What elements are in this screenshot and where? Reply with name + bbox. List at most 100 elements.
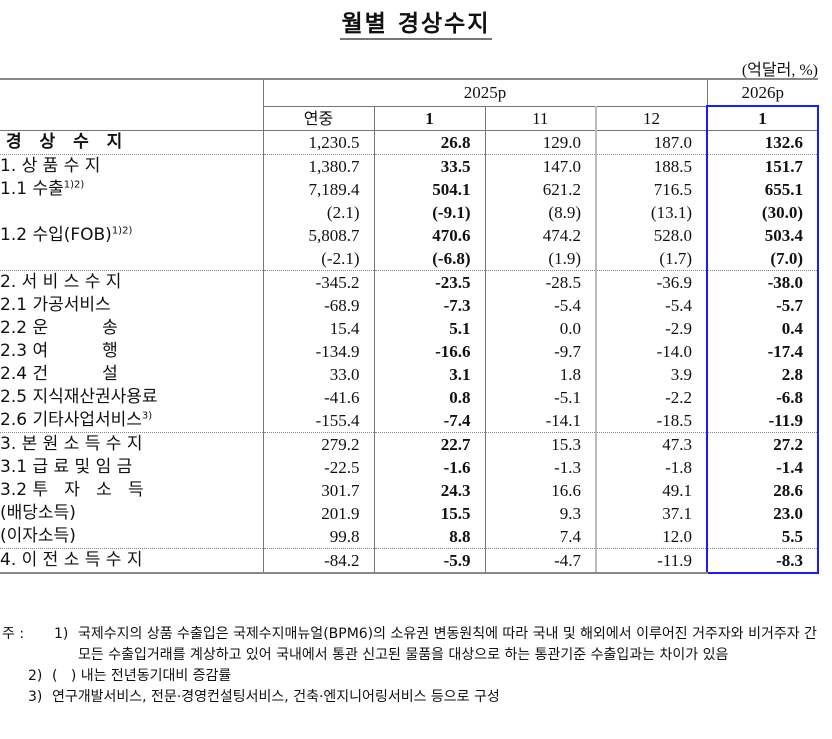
cell-annual-2025: 1,230.5 (262, 130, 374, 155)
cell-dec-2025: 47.3 (595, 432, 707, 456)
row-label: (배당소득) (0, 503, 76, 523)
cell-dec-2025: -14.0 (595, 340, 707, 363)
header-month-1-2025: 1 (373, 106, 485, 131)
cell-annual-2025: -68.9 (262, 294, 374, 317)
unit-label: (억달러, %) (741, 62, 818, 79)
cell-jan-2025: 470.6 (373, 224, 485, 247)
cell-jan-2025: (-9.1) (373, 201, 485, 224)
cell-nov-2025: 621.2 (484, 178, 596, 201)
cell-nov-2025: -5.4 (484, 294, 596, 317)
cell-dec-2025: -5.4 (595, 294, 707, 317)
table-row: 2. 서 비 스 수 지 -345.2 -23.5 -28.5 -36.9 -38.0 (0, 270, 819, 294)
cell-nov-2025: -28.5 (484, 270, 596, 294)
cell-jan-2025: 504.1 (373, 178, 485, 201)
cell-annual-2025: -155.4 (262, 409, 374, 433)
page-title: 월별 경상수지 (0, 4, 832, 40)
table-row: 2.6 기타사업서비스3) -155.4 -7.4 -14.1 -18.5 -11.9 (0, 409, 819, 433)
header-year-2026: 2026p (706, 78, 818, 106)
cell-jan-2025: (-6.8) (373, 247, 485, 271)
cell-jan-2025: -7.4 (373, 409, 485, 433)
cell-dec-2025: 37.1 (595, 502, 707, 525)
cell-jan-2026: -5.7 (706, 294, 819, 317)
footnote-prefix: 주 : (2, 626, 25, 642)
cell-dec-2025: (1.7) (595, 247, 707, 271)
cell-dec-2025: -1.8 (595, 456, 707, 479)
header-month-12: 12 (595, 106, 707, 131)
cell-annual-2025: 15.4 (262, 317, 374, 340)
cell-jan-2026: -11.9 (706, 409, 819, 433)
table-row: 2.5 지식재산권사용료 -41.6 0.8 -5.1 -2.2 -6.8 (0, 386, 819, 409)
cell-jan-2026: 151.7 (706, 154, 819, 178)
cell-jan-2025: 3.1 (373, 363, 485, 386)
cell-annual-2025: -41.6 (262, 386, 374, 409)
row-label (0, 247, 263, 271)
cell-annual-2025: -22.5 (262, 456, 374, 479)
row-label: 경 상 수 지 (0, 130, 263, 155)
cell-jan-2025: 0.8 (373, 386, 485, 409)
cell-dec-2025: 12.0 (595, 525, 707, 549)
cell-annual-2025: 279.2 (262, 432, 374, 456)
cell-jan-2026: 27.2 (706, 432, 819, 456)
table-row: (배당소득) 201.9 15.5 9.3 37.1 23.0 (0, 502, 819, 525)
footnote-ref: 1)2) (111, 225, 133, 237)
cell-annual-2025: 5,808.7 (262, 224, 374, 247)
cell-dec-2025: 187.0 (595, 130, 707, 155)
cell-dec-2025: 716.5 (595, 178, 707, 201)
row-label: 1. 상 품 수 지 (0, 154, 263, 178)
row-label: 3.1 급 료 및 임 금 (0, 457, 133, 477)
cell-jan-2025: -1.6 (373, 456, 485, 479)
cell-dec-2025: 528.0 (595, 224, 707, 247)
cell-dec-2025: 49.1 (595, 479, 707, 502)
cell-nov-2025: 15.3 (484, 432, 596, 456)
row-label: 1.1 수출1)2) (0, 179, 85, 199)
footnote-2: 2) ( ) 내는 전년동기대비 증감률 (28, 668, 232, 684)
row-label: 4. 이 전 소 득 수 지 (0, 548, 263, 574)
cell-nov-2025: 0.0 (484, 317, 596, 340)
row-label: 1.2 수입(FOB)1)2) (0, 225, 133, 245)
footnote-1: 주 : 1) 국제수지의 상품 수출입은 국제수지매뉴얼(BPM6)의 소유권 … (2, 624, 832, 666)
cell-jan-2026: 0.4 (706, 317, 819, 340)
row-label: 2.6 기타사업서비스3) (0, 410, 153, 430)
cell-annual-2025: (-2.1) (262, 247, 374, 271)
cell-nov-2025: (1.9) (484, 247, 596, 271)
header-row-years: 2025p 2026p (0, 78, 818, 131)
cell-nov-2025: 147.0 (484, 154, 596, 178)
cell-jan-2025: -7.3 (373, 294, 485, 317)
row-label: 3. 본 원 소 득 수 지 (0, 432, 263, 456)
cell-jan-2026: -8.3 (706, 548, 819, 574)
cell-annual-2025: (2.1) (262, 201, 374, 224)
cell-jan-2025: 15.5 (373, 502, 485, 525)
cell-nov-2025: -14.1 (484, 409, 596, 433)
cell-annual-2025: -345.2 (262, 270, 374, 294)
cell-jan-2026: 5.5 (706, 525, 819, 549)
header-month-11: 11 (484, 106, 596, 131)
table-row: (이자소득) 99.8 8.8 7.4 12.0 5.5 (0, 525, 819, 549)
row-label (0, 201, 263, 224)
header-year-2025: 2025p (262, 78, 707, 107)
row-label: 2.4 건 설 (0, 364, 118, 384)
row-label: 2. 서 비 스 수 지 (0, 270, 263, 294)
cell-jan-2025: -23.5 (373, 270, 485, 294)
cell-nov-2025: -9.7 (484, 340, 596, 363)
table-row: (-2.1) (-6.8) (1.9) (1.7) (7.0) (0, 247, 819, 271)
cell-annual-2025: 7,189.4 (262, 178, 374, 201)
cell-dec-2025: 188.5 (595, 154, 707, 178)
table-row: 1.1 수출1)2) 7,189.4 504.1 621.2 716.5 655.1 (0, 178, 819, 201)
cell-annual-2025: 99.8 (262, 525, 374, 549)
cell-jan-2026: 28.6 (706, 479, 819, 502)
cell-annual-2025: 201.9 (262, 502, 374, 525)
cell-dec-2025: -36.9 (595, 270, 707, 294)
table-row: 3.2 투 자 소 득 301.7 24.3 16.6 49.1 28.6 (0, 479, 819, 502)
cell-nov-2025: 1.8 (484, 363, 596, 386)
table-row: 2.1 가공서비스 -68.9 -7.3 -5.4 -5.4 -5.7 (0, 294, 819, 317)
cell-dec-2025: 3.9 (595, 363, 707, 386)
cell-jan-2026: 132.6 (706, 130, 819, 155)
footnote-ref: 1)2) (63, 179, 85, 191)
table-row: 2.4 건 설 33.0 3.1 1.8 3.9 2.8 (0, 363, 819, 386)
cell-annual-2025: -134.9 (262, 340, 374, 363)
cell-annual-2025: 301.7 (262, 479, 374, 502)
cell-jan-2025: 26.8 (373, 130, 485, 155)
cell-jan-2025: -5.9 (373, 548, 485, 574)
current-account-table: 2025p 2026p 연중 1 11 12 1 경 상 수 지 1,230.5 2… (0, 78, 819, 574)
cell-jan-2026: -38.0 (706, 270, 819, 294)
